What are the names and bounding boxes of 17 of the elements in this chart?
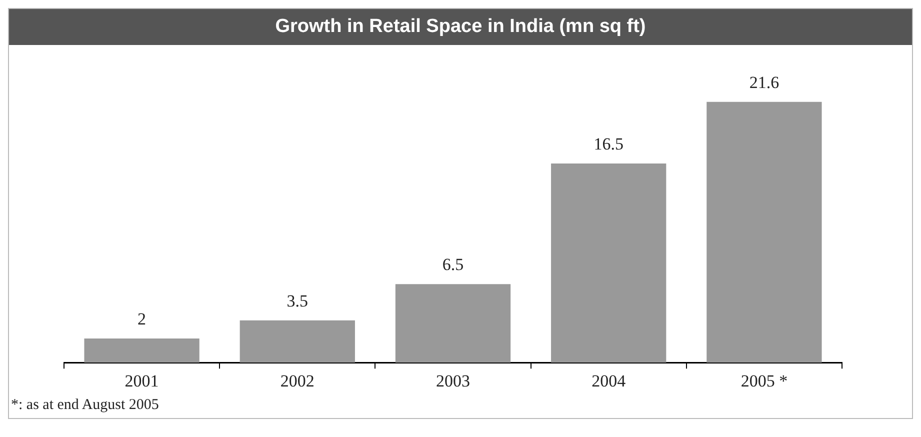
data-label: 3.5 [286,291,308,310]
x-tick-label: 2003 [436,371,470,390]
x-tick-label: 2002 [280,371,314,390]
x-tick-label: 2004 [592,371,626,390]
chart-title: Growth in Retail Space in India (mn sq ft) [9,9,912,45]
data-label: 2 [138,309,146,328]
bar [706,102,822,363]
bar [395,284,511,363]
data-label: 21.6 [749,72,780,92]
data-label: 16.5 [594,134,624,154]
text: *: as at end August 2005 [10,396,160,415]
bar [84,338,200,363]
x-tick-label: 2005 * [740,371,788,390]
bar [240,320,355,363]
x-tick-label: 2001 [124,371,159,390]
data-label: 6.5 [442,255,464,274]
bar [551,163,666,363]
